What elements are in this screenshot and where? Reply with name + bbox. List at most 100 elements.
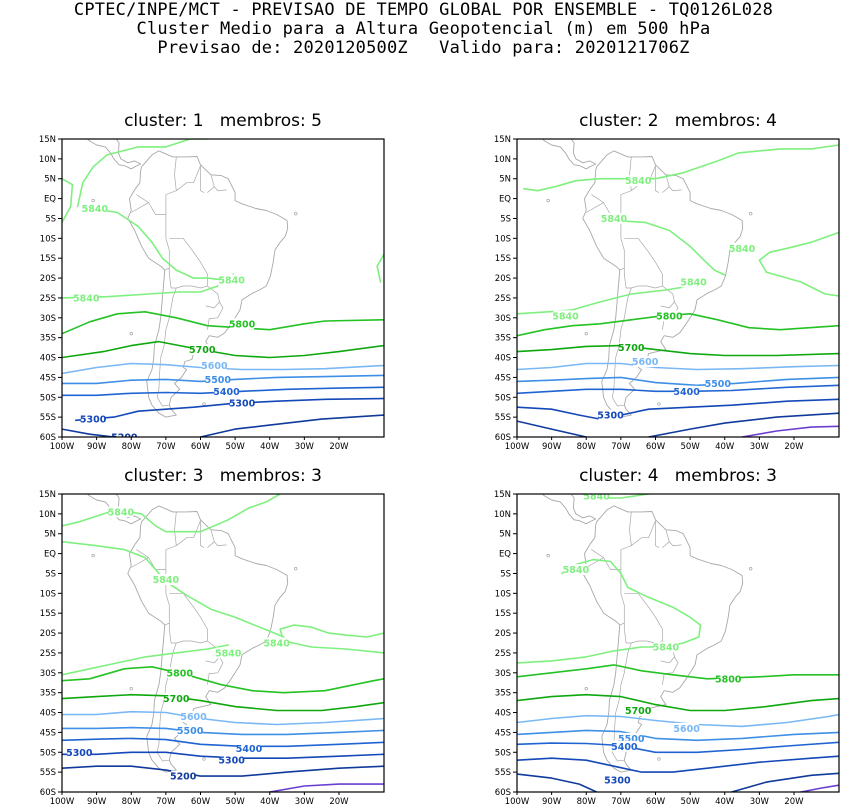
- contour-label: 5300: [80, 415, 107, 426]
- contour-label: 5400: [673, 387, 700, 398]
- contour-label-background: [626, 705, 651, 717]
- contour-label-background: [681, 276, 706, 288]
- lat-tick-label: 15N: [494, 135, 511, 145]
- contour-label-background: [167, 667, 192, 679]
- contour-5840: [523, 144, 839, 192]
- island-outline: [781, 494, 783, 495]
- cluster-map-3: 5840584058405840580057005600550054005300…: [39, 490, 385, 807]
- country-border: [655, 165, 660, 193]
- lat-tick-label: 45S: [495, 728, 511, 738]
- contour-label: 5840: [653, 642, 680, 653]
- contour-5700: [62, 340, 384, 359]
- lat-tick-label: 35S: [495, 689, 511, 699]
- lat-tick-label: 50S: [40, 393, 56, 403]
- contour-5800: [62, 311, 384, 335]
- contour-5200: [517, 773, 598, 792]
- contour-label: 5700: [618, 343, 645, 354]
- lat-tick-label: 5S: [45, 569, 56, 579]
- island-outline: [546, 553, 550, 558]
- contour-label-background: [171, 770, 196, 782]
- contour-5400: [62, 386, 384, 397]
- lat-tick-label: 10N: [39, 155, 56, 165]
- country-border: [662, 541, 670, 548]
- contour-label: 5840: [82, 204, 109, 215]
- contour-5840: [62, 177, 74, 224]
- contour-5700: [517, 693, 839, 712]
- contour-5600: [517, 713, 839, 728]
- contour-label: 5840: [680, 278, 707, 289]
- lon-tick-label: 100W: [50, 797, 75, 807]
- lon-tick-label: 70W: [611, 797, 631, 807]
- contour-label: 5300: [604, 776, 631, 787]
- contour-label-background: [219, 274, 244, 286]
- lat-tick-label: 60S: [495, 788, 511, 798]
- header-line-1: CPTEC/INPE/MCT - PREVISAO DE TEMPO GLOBA…: [73, 0, 774, 20]
- island-outline: [326, 139, 328, 140]
- contour-5800: [62, 666, 384, 694]
- island-outline: [584, 687, 588, 691]
- lat-tick-label: 10N: [494, 155, 511, 165]
- lat-tick-label: 40S: [495, 354, 511, 364]
- lat-tick-label: 55S: [495, 768, 511, 778]
- contour-label: 5300: [229, 399, 256, 410]
- contour-5200: [517, 420, 587, 437]
- contour-5500: [62, 726, 384, 736]
- lat-tick-label: 60S: [40, 433, 56, 443]
- contour-5300: [517, 398, 839, 420]
- contour-label: 5300: [218, 756, 245, 767]
- lat-tick-label: 5N: [499, 530, 511, 540]
- lat-tick-label: 20S: [40, 629, 56, 639]
- contour-5500: [517, 729, 839, 742]
- contour-5200: [647, 412, 839, 437]
- map-frame: [61, 138, 385, 438]
- contour-label: 5800: [715, 674, 742, 685]
- country-border: [586, 557, 604, 568]
- lat-tick-label: 40S: [495, 709, 511, 719]
- lat-tick-label: 5S: [500, 214, 511, 224]
- contour-label-background: [612, 740, 637, 752]
- lat-tick-label: 15S: [40, 254, 56, 264]
- contour-label-background: [81, 413, 106, 425]
- lon-tick-label: 30W: [750, 442, 770, 452]
- island-outline: [294, 567, 298, 571]
- contour-label-background: [230, 397, 255, 409]
- lon-tick-label: 40W: [715, 797, 735, 807]
- lon-tick-label: 40W: [260, 797, 280, 807]
- lon-tick-label: 70W: [156, 442, 176, 452]
- lat-tick-label: 5S: [45, 214, 56, 224]
- lon-tick-label: 20W: [329, 442, 349, 452]
- country-border: [200, 520, 205, 548]
- contour-label-background: [164, 693, 189, 705]
- contour-label-background: [605, 774, 630, 786]
- lat-tick-label: 5N: [44, 175, 56, 185]
- contour-label: 5800: [229, 319, 256, 330]
- lat-tick-label: EQ: [44, 550, 56, 560]
- country-border: [176, 520, 201, 546]
- contour-label: 5840: [729, 244, 756, 255]
- lat-tick-label: 5N: [499, 175, 511, 185]
- cluster-map-2: 5840 5840 5840 5840 5840 5800 5700 5600 5500 5400…: [494, 135, 840, 452]
- contour-5840: [92, 207, 235, 281]
- island-outline: [202, 757, 206, 761]
- lon-tick-label: 20W: [784, 797, 804, 807]
- contour-label: 5840: [108, 507, 135, 518]
- contour-label-background: [553, 310, 578, 322]
- map-frame: [61, 493, 385, 793]
- country-border: [586, 202, 604, 213]
- lat-tick-label: 5S: [500, 569, 511, 579]
- lat-tick-label: 10N: [39, 510, 56, 520]
- header-line-3: Previsao de: 2020120500Z Valido para: 20…: [157, 38, 690, 58]
- lat-tick-label: 15S: [495, 254, 511, 264]
- lon-tick-label: 50W: [226, 442, 246, 452]
- country-border: [176, 165, 201, 191]
- contour-label: 5840: [215, 648, 242, 659]
- contour-5840: [62, 285, 219, 299]
- country-border: [164, 569, 170, 626]
- lon-tick-label: 80W: [577, 442, 597, 452]
- lat-tick-label: 30S: [495, 669, 511, 679]
- contour-label-background: [178, 724, 203, 736]
- lon-tick-label: 100W: [505, 442, 530, 452]
- island-outline: [546, 198, 550, 203]
- contour-label-background: [619, 342, 644, 354]
